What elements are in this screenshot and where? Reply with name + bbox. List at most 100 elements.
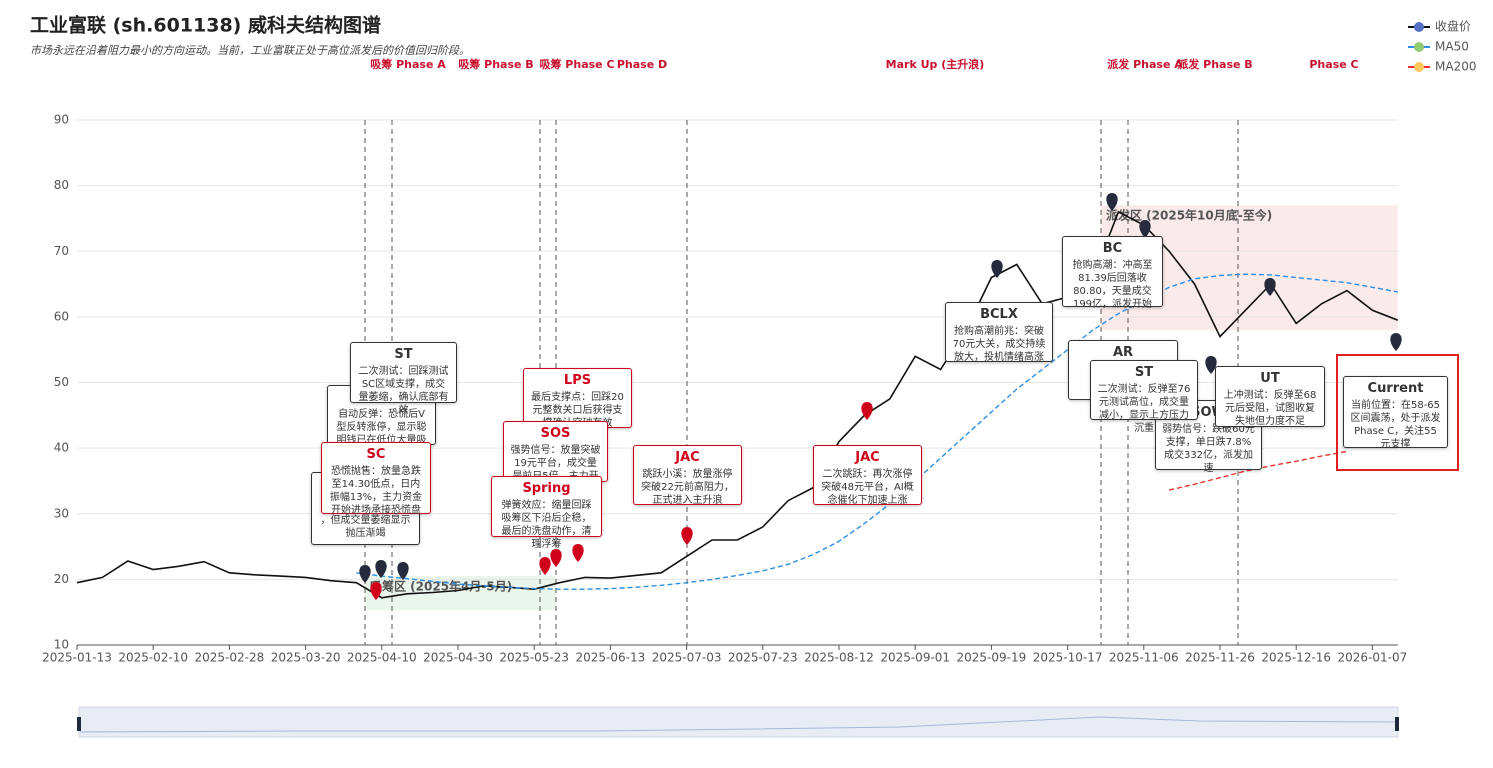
x-tick-label: 2025-06-13	[576, 651, 646, 665]
phase-label: 派发 Phase B	[1177, 57, 1252, 71]
event-pin	[572, 544, 584, 562]
x-tick-label: 2025-05-23	[499, 651, 569, 665]
annotation-title: SOS	[540, 426, 571, 441]
annotation-title: Current	[1367, 381, 1424, 396]
chart-subtitle: 市场永远在沿着阻力最小的方向运动。当前，工业富联正处于高位派发后的价值回归阶段。	[30, 44, 470, 57]
annotation-text: 弱势信号：跌破60元支撑，单日跌7.8%成交332亿，派发加速	[1162, 424, 1255, 474]
annotation: BCLX 抢购高潮前兆：突破70元大关，成交持续放大，投机情绪高涨	[945, 302, 1053, 363]
x-tick-label: 2025-09-01	[880, 651, 950, 665]
y-tick-label: 80	[54, 178, 69, 192]
annotation-title: JAC	[675, 450, 700, 465]
legend-label: MA50	[1435, 40, 1469, 54]
zoom-preview	[79, 716, 1399, 733]
y-tick-label: 60	[54, 309, 69, 323]
annotation-text: 当前位置：在58-65区间震荡，处于派发Phase C，关注55元支撑	[1350, 400, 1441, 450]
annotation: Spring 弹簧效应：缩量回踩吸筹区下沿后企稳，最后的洗盘动作，清理浮筹	[491, 476, 602, 550]
x-tick-label: 2026-01-07	[1338, 651, 1408, 665]
annotation-title: JAC	[855, 450, 880, 465]
phase-label: Phase D	[617, 58, 667, 71]
annotation: Current 当前位置：在58-65区间震荡，处于派发Phase C，关注55元…	[1343, 376, 1448, 450]
annotation-title: ST	[394, 347, 413, 362]
x-tick-label: 2025-02-28	[195, 651, 265, 665]
legend-symbol	[1414, 62, 1424, 72]
annotation: ST 二次测试：回踩测试SC区域支撑，成交量萎缩，确认底部有效	[350, 342, 457, 416]
x-tick-label: 2025-07-03	[652, 651, 722, 665]
annotation-title: BC	[1102, 241, 1123, 256]
annotation-title: AR	[1112, 345, 1134, 360]
annotation-text: 二次测试：反弹至76元测试高位，成交量减小，显示上方压力沉重	[1097, 384, 1191, 434]
annotation-text: 二次跳跃：再次涨停突破48元平台，AI概念催化下加速上涨	[821, 469, 914, 506]
region-label: 派发区 (2025年10月底-至今)	[1106, 208, 1272, 223]
y-tick-label: 30	[54, 506, 69, 520]
annotation: BC 抢购高潮：冲高至81.39后回落收80.80，天量成交199亿，派发开始	[1062, 236, 1163, 310]
y-tick-label: 50	[54, 375, 69, 389]
x-tick-label: 2025-12-16	[1261, 651, 1331, 665]
legend-symbol	[1414, 42, 1424, 52]
annotation-text: 恐慌抛售：放量急跌至14.30低点，日内振幅13%，主力资金开始进场承接恐慌盘	[329, 466, 423, 516]
annotation-title: SC	[366, 447, 386, 462]
event-pin	[370, 582, 382, 600]
series-line	[76, 210, 1399, 599]
event-pin	[1390, 333, 1402, 351]
annotation-title: BCLX	[980, 307, 1018, 322]
chart-title: 工业富联 (sh.601138) 威科夫结构图谱	[30, 14, 381, 37]
zoom-handle[interactable]	[77, 717, 81, 731]
event-pin	[861, 402, 873, 420]
x-tick-label: 2025-01-13	[42, 651, 112, 665]
phase-label: 吸筹 Phase A	[370, 57, 446, 71]
zoom-handle[interactable]	[1395, 717, 1399, 731]
y-tick-label: 40	[54, 441, 69, 455]
annotation-title: Spring	[522, 481, 571, 496]
x-tick-label: 2025-03-20	[271, 651, 341, 665]
x-tick-label: 2025-09-19	[957, 651, 1027, 665]
phase-label: 吸筹 Phase B	[458, 57, 533, 71]
event-pin	[375, 560, 387, 578]
annotation-title: UT	[1260, 371, 1280, 386]
x-tick-label: 2025-10-17	[1033, 651, 1103, 665]
annotation-text: 二次测试：回踩测试SC区域支撑，成交量萎缩，确认底部有效	[358, 366, 449, 416]
legend-label: MA200	[1435, 60, 1476, 74]
region-label: 吸筹区 (2025年4月-5月)	[370, 579, 512, 594]
annotation: UT 上冲测试：反弹至68元后受阻，试图收复失地但力度不足	[1215, 366, 1325, 427]
phase-label: 派发 Phase A	[1107, 57, 1183, 71]
annotation-title: ST	[1134, 365, 1154, 380]
y-tick-label: 70	[54, 244, 69, 258]
annotation-text: 抢购高潮前兆：突破70元大关，成交持续放大，投机情绪高涨	[952, 326, 1046, 363]
annotation: ST 二次测试：反弹至76元测试高位，成交量减小，显示上方压力沉重	[1090, 360, 1198, 434]
phase-label: 吸筹 Phase C	[539, 57, 614, 71]
y-tick-label: 20	[54, 572, 69, 586]
annotation-text: 上冲测试：反弹至68元后受阻，试图收复失地但力度不足	[1223, 390, 1317, 427]
x-tick-label: 2025-11-26	[1185, 651, 1255, 665]
annotation-text: 弹簧效应：缩量回踩吸筹区下沿后企稳，最后的洗盘动作，清理浮筹	[501, 500, 592, 550]
x-tick-label: 2025-04-30	[423, 651, 493, 665]
event-pin	[1139, 220, 1151, 238]
phase-label: Mark Up (主升浪)	[886, 57, 985, 71]
event-pin	[1106, 193, 1118, 211]
legend-label: 收盘价	[1435, 19, 1471, 34]
event-pin	[1264, 278, 1276, 296]
legend-symbol	[1414, 22, 1424, 32]
x-tick-label: 2025-11-06	[1109, 651, 1179, 665]
phase-label: Phase C	[1309, 58, 1358, 71]
y-tick-label: 10	[54, 638, 69, 652]
event-pin	[397, 562, 409, 580]
event-pin	[1205, 356, 1217, 374]
annotation: JAC 跳跃小溪：放量涨停突破22元前高阻力，正式进入主升浪	[633, 445, 742, 506]
zoom-slider[interactable]	[78, 706, 1399, 738]
event-pin	[359, 565, 371, 583]
annotation-text: ，但成交量萎缩显示抛压渐竭	[320, 515, 411, 539]
series-line	[356, 273, 1398, 590]
annotation-title: LPS	[563, 373, 592, 388]
event-pin	[539, 557, 551, 575]
annotation: SC 恐慌抛售：放量急跌至14.30低点，日内振幅13%，主力资金开始进场承接恐慌…	[321, 442, 431, 516]
annotation: JAC 二次跳跃：再次涨停突破48元平台，AI概念催化下加速上涨	[813, 445, 922, 506]
event-pin	[991, 260, 1003, 278]
annotation-text: 抢购高潮：冲高至81.39后回落收80.80，天量成交199亿，派发开始	[1072, 260, 1153, 310]
x-tick-label: 2025-08-12	[804, 651, 874, 665]
x-tick-label: 2025-04-10	[347, 651, 417, 665]
event-pin	[550, 549, 562, 567]
